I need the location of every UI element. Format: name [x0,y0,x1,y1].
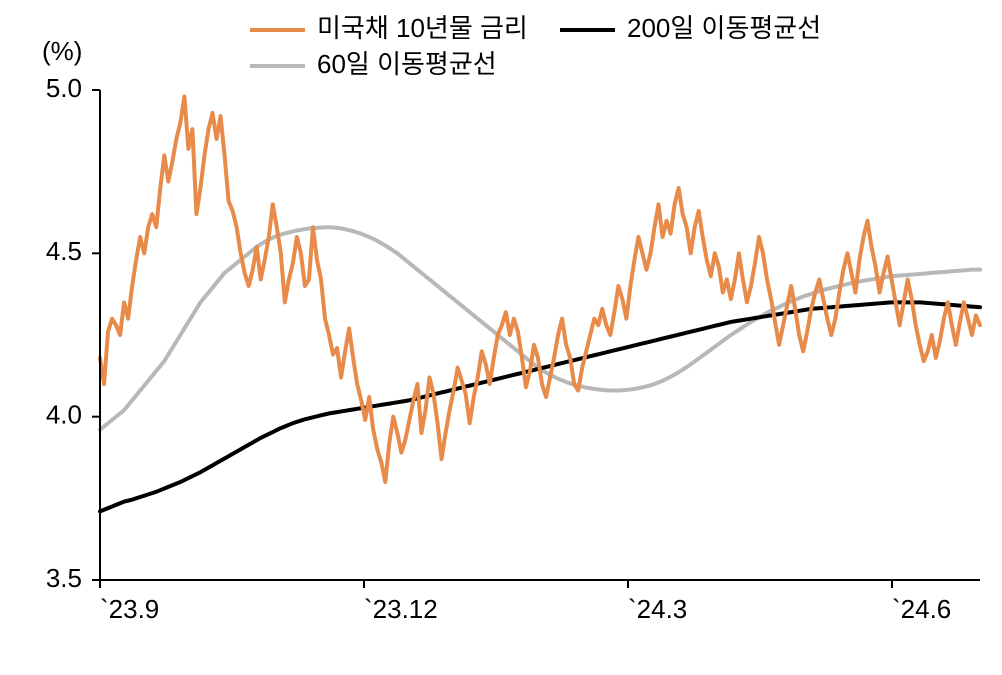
unit-label: (%) [42,36,82,66]
x-tick-label: `23.9 [100,594,159,624]
line-chart: 3.5 4.0 4.5 5.0 `23.9 `23.12 `24.3 `24.6 (%) 미국채 … [0,0,1002,675]
y-tick-label: 4.5 [46,236,82,266]
y-tick-label: 3.5 [46,563,82,593]
y-tick-label: 4.0 [46,400,82,430]
legend-label: 60일 이동평균선 [317,49,497,79]
chart-container: 3.5 4.0 4.5 5.0 `23.9 `23.12 `24.3 `24.6 (%) 미국채 … [0,0,1002,675]
x-tick-label: `24.6 [892,594,951,624]
x-tick-label: `24.3 [628,594,687,624]
legend-label: 미국채 10년물 금리 [317,13,528,43]
legend-label: 200일 이동평균선 [627,13,821,43]
x-tick-label: `23.12 [364,594,438,624]
y-tick-label: 5.0 [46,73,82,103]
